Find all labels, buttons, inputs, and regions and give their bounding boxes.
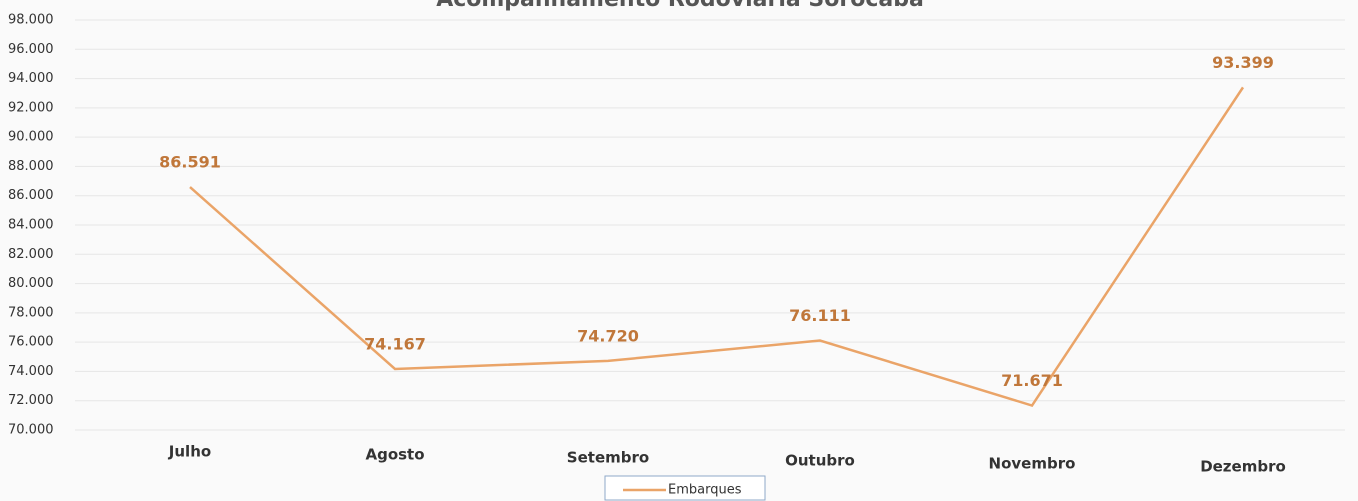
data-label: 86.591 bbox=[159, 153, 221, 172]
chart-title: Acompanhamento Rodoviária Sorocaba bbox=[436, 0, 924, 12]
y-tick-label: 76.000 bbox=[8, 335, 54, 350]
y-tick-label: 92.000 bbox=[8, 100, 54, 115]
y-tick-label: 72.000 bbox=[8, 393, 54, 408]
data-label: 76.111 bbox=[789, 306, 851, 325]
x-tick-label: Setembro bbox=[567, 449, 649, 467]
x-tick-label: Novembro bbox=[989, 455, 1076, 473]
x-tick-label: Outubro bbox=[785, 452, 855, 470]
x-tick-label: Agosto bbox=[365, 446, 424, 464]
data-label: 93.399 bbox=[1212, 53, 1274, 72]
legend-label: Embarques bbox=[668, 483, 742, 498]
x-tick-label: Dezembro bbox=[1200, 458, 1286, 476]
y-tick-label: 84.000 bbox=[8, 218, 54, 233]
y-tick-label: 86.000 bbox=[8, 188, 54, 203]
data-label: 74.167 bbox=[364, 334, 426, 353]
y-tick-label: 78.000 bbox=[8, 305, 54, 320]
y-tick-label: 98.000 bbox=[8, 13, 54, 28]
data-label: 74.720 bbox=[577, 326, 639, 345]
y-tick-label: 96.000 bbox=[8, 42, 54, 57]
legend-box bbox=[604, 475, 766, 501]
y-tick-label: 70.000 bbox=[8, 423, 54, 438]
y-tick-label: 94.000 bbox=[8, 71, 54, 86]
x-tick-label: Julho bbox=[168, 443, 211, 461]
line-series bbox=[189, 86, 1245, 408]
y-tick-label: 74.000 bbox=[8, 364, 54, 379]
data-label: 71.671 bbox=[1001, 371, 1063, 390]
y-tick-label: 88.000 bbox=[8, 159, 54, 174]
y-tick-label: 80.000 bbox=[8, 276, 54, 291]
y-tick-label: 82.000 bbox=[8, 247, 54, 262]
y-tick-label: 90.000 bbox=[8, 130, 54, 145]
